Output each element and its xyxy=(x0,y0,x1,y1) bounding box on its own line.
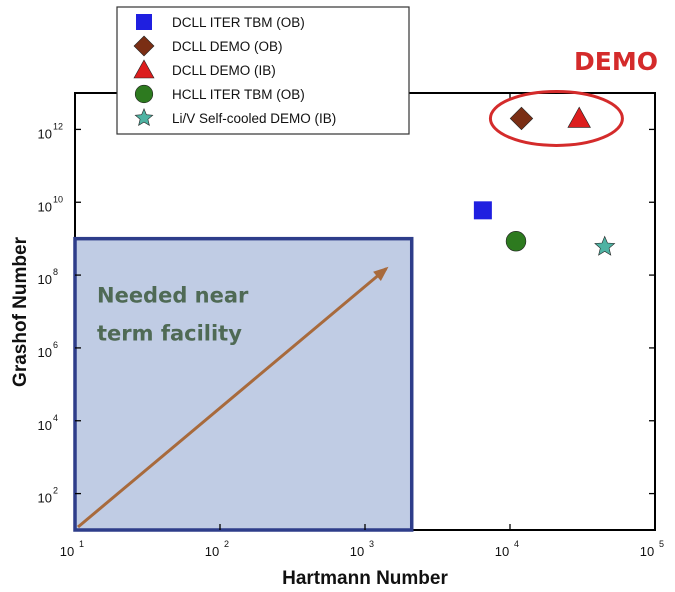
legend-marker xyxy=(133,35,155,57)
x-tick-label: 10 xyxy=(640,544,654,559)
y-tick-label: 10 xyxy=(38,418,52,433)
y-tick-label: 10 xyxy=(38,345,52,360)
legend-marker xyxy=(134,108,154,127)
y-tick-label-exponent: 2 xyxy=(53,486,58,496)
y-tick-label: 10 xyxy=(38,272,52,287)
y-tick-label: 10 xyxy=(38,491,52,506)
legend-label: HCLL ITER TBM (OB) xyxy=(172,87,305,102)
legend-marker xyxy=(133,59,155,79)
data-point xyxy=(509,106,534,131)
legend-box xyxy=(116,6,410,135)
y-tick-label-exponent: 8 xyxy=(53,267,58,277)
y-tick-label-exponent: 10 xyxy=(53,194,63,204)
growth-arrow-line xyxy=(77,267,388,529)
x-tick-label-exponent: 1 xyxy=(79,539,84,549)
x-tick-label-exponent: 5 xyxy=(659,539,664,549)
data-point xyxy=(594,235,616,256)
x-tick-label: 10 xyxy=(350,544,364,559)
growth-arrow-head xyxy=(373,266,389,281)
x-tick-label: 10 xyxy=(60,544,74,559)
x-tick-label-exponent: 3 xyxy=(369,539,374,549)
legend-marker xyxy=(134,84,154,104)
y-tick-label-exponent: 6 xyxy=(53,340,58,350)
data-point xyxy=(567,106,591,128)
demo-label: DEMO xyxy=(574,47,658,76)
facility-label-line: Needed near xyxy=(97,284,249,308)
x-tick-label-exponent: 4 xyxy=(514,539,519,549)
legend-marker xyxy=(136,14,152,30)
x-tick-label: 10 xyxy=(495,544,509,559)
x-tick-label: 10 xyxy=(205,544,219,559)
legend-label: Li/V Self-cooled DEMO (IB) xyxy=(172,111,336,126)
data-point xyxy=(473,201,492,220)
facility-label-line: term facility xyxy=(97,322,242,346)
y-tick-label-exponent: 4 xyxy=(53,413,58,423)
legend-label: DCLL DEMO (OB) xyxy=(172,39,283,54)
data-point xyxy=(505,231,527,252)
y-tick-label: 10 xyxy=(38,126,52,141)
legend-label: DCLL DEMO (IB) xyxy=(172,63,276,78)
y-tick-label-exponent: 12 xyxy=(53,121,63,131)
legend-label: DCLL ITER TBM (OB) xyxy=(172,15,305,30)
y-tick-label: 10 xyxy=(38,199,52,214)
demo-highlight-ellipse xyxy=(488,89,624,147)
x-tick-label-exponent: 2 xyxy=(224,539,229,549)
x-axis-title: Hartmann Number xyxy=(282,568,448,589)
y-axis-title: Grashof Number xyxy=(10,236,31,387)
